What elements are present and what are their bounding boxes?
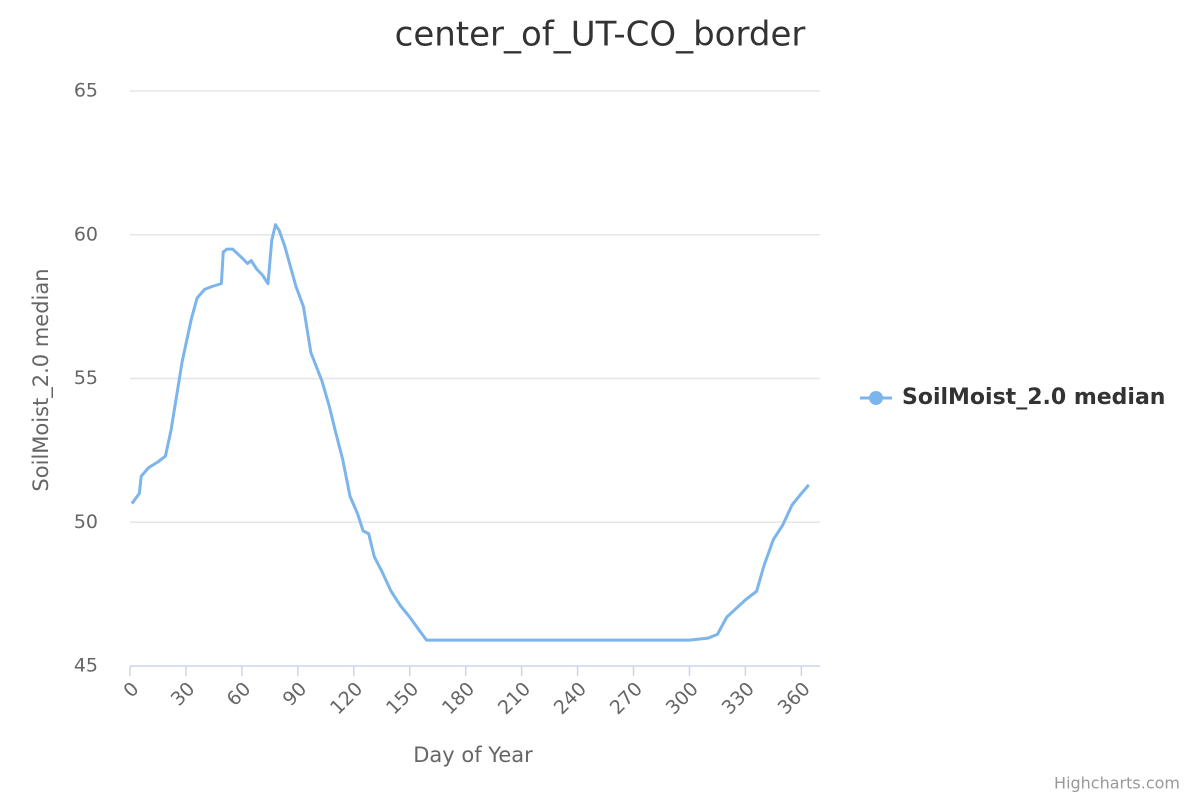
x-tick-label: 240 [550,678,591,719]
credits[interactable]: Highcharts.com [1054,774,1180,793]
x-tick-label: 360 [774,678,815,719]
x-tick-label: 30 [167,678,200,711]
x-tick-label: 90 [279,678,312,711]
x-tick-label: 210 [494,678,535,719]
y-tick-label: 60 [74,223,98,245]
data-line [130,223,810,642]
chart-title: center_of_UT-CO_border [395,15,806,55]
x-tick-label: 270 [606,678,647,719]
y-tick-label: 65 [74,80,98,102]
y-tick-label: 55 [74,367,98,389]
legend-marker [869,391,883,405]
x-tick-label: 120 [326,678,367,719]
x-tick-label: 60 [223,678,256,711]
legend-label[interactable]: SoilMoist_2.0 median [902,385,1165,410]
y-axis-title: SoilMoist_2.0 median [29,268,54,491]
x-axis-title: Day of Year [413,743,533,767]
x-tick-label: 0 [119,678,143,702]
x-tick-label: 300 [662,678,703,719]
y-tick-label: 45 [74,655,98,677]
y-tick-label: 50 [74,511,98,533]
x-tick-label: 150 [382,678,423,719]
x-tick-label: 330 [718,678,759,719]
x-tick-label: 180 [438,678,479,719]
